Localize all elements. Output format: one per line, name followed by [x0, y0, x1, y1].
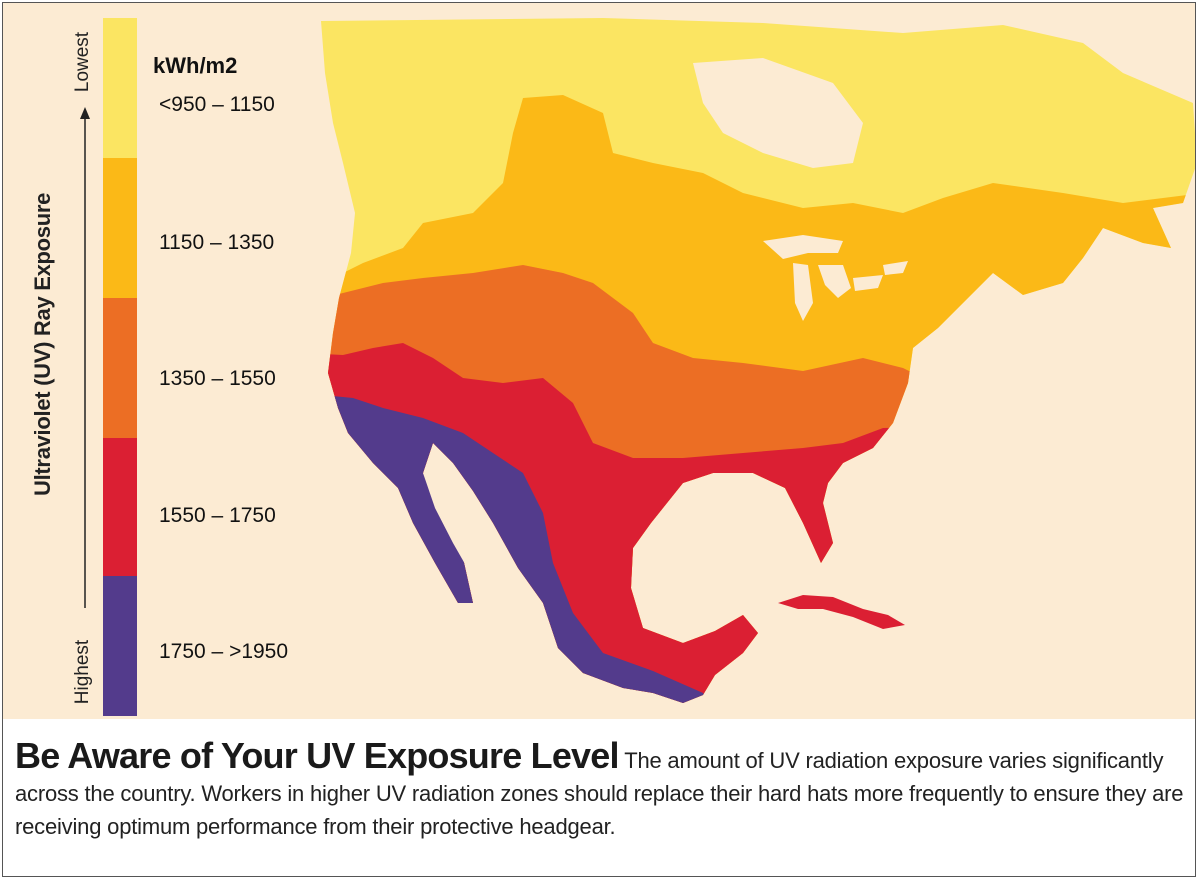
- caption: Be Aware of Your UV Exposure Level The a…: [15, 738, 1185, 843]
- cuba-island: [778, 595, 905, 629]
- legend-highest-label: Highest: [72, 639, 93, 705]
- caption-panel: [3, 719, 1195, 876]
- legend-lowest-label: Lowest: [72, 31, 93, 93]
- legend-range-4: 1550 – 1750: [159, 504, 276, 527]
- legend-axis-title: Ultraviolet (UV) Ray Exposure: [30, 192, 55, 496]
- legend-swatch-5: [103, 576, 137, 716]
- legend-swatch-2: [103, 158, 137, 298]
- legend-range-2: 1150 – 1350: [159, 231, 275, 254]
- caption-headline: Be Aware of Your UV Exposure Level: [15, 735, 619, 776]
- legend-swatch-4: [103, 438, 137, 576]
- legend-range-3: 1350 – 1550: [159, 367, 276, 390]
- gulf-of-california: [423, 473, 483, 578]
- great-lakes: [763, 235, 908, 321]
- legend-range-5: 1750 – >1950: [159, 640, 289, 663]
- legend-unit: kWh/m2: [153, 53, 238, 78]
- uv-exposure-map: [321, 18, 1195, 703]
- legend-range-1: <950 – 1150: [159, 93, 275, 116]
- legend-swatch-3: [103, 298, 137, 438]
- legend-arrow: [80, 107, 90, 608]
- hudson-bay: [693, 58, 863, 168]
- legend-swatch-1: [103, 18, 137, 158]
- caption-body: The amount of UV radiation exposure vari…: [15, 748, 1184, 839]
